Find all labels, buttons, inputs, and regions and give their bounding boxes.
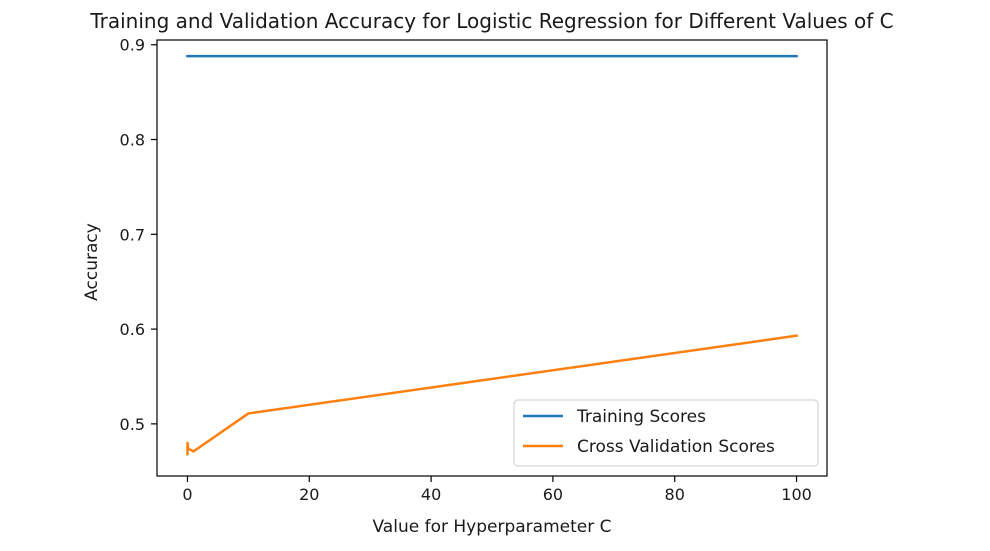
x-tick-label: 80 (665, 485, 685, 504)
x-tick-label: 40 (421, 485, 441, 504)
x-tick-label: 60 (543, 485, 563, 504)
x-tick-label: 100 (781, 485, 812, 504)
y-tick-label: 0.5 (120, 415, 145, 434)
legend-label-training: Training Scores (576, 407, 706, 427)
legend-label-cross-validation: Cross Validation Scores (577, 437, 775, 457)
y-tick-label: 0.8 (120, 131, 145, 150)
chart-title: Training and Validation Accuracy for Log… (89, 9, 893, 33)
x-axis-label: Value for Hyperparameter C (373, 517, 612, 537)
y-tick-label: 0.7 (120, 225, 145, 244)
legend-box (513, 399, 819, 467)
y-axis-label: Accuracy (82, 223, 102, 301)
series-line-1 (186, 334, 798, 456)
plot-area (186, 54, 798, 456)
x-tick-label: 20 (299, 485, 319, 504)
axes-frame (156, 39, 828, 477)
y-tick-label: 0.9 (120, 36, 145, 55)
x-tick-label: 0 (182, 485, 192, 504)
x-axis-ticks: 0 20 40 60 80 100 (182, 476, 812, 504)
legend: Training Scores Cross Validation Scores (513, 399, 819, 467)
y-axis-ticks: 0.5 0.6 0.7 0.8 0.9 (120, 36, 157, 434)
y-tick-label: 0.6 (120, 320, 145, 339)
